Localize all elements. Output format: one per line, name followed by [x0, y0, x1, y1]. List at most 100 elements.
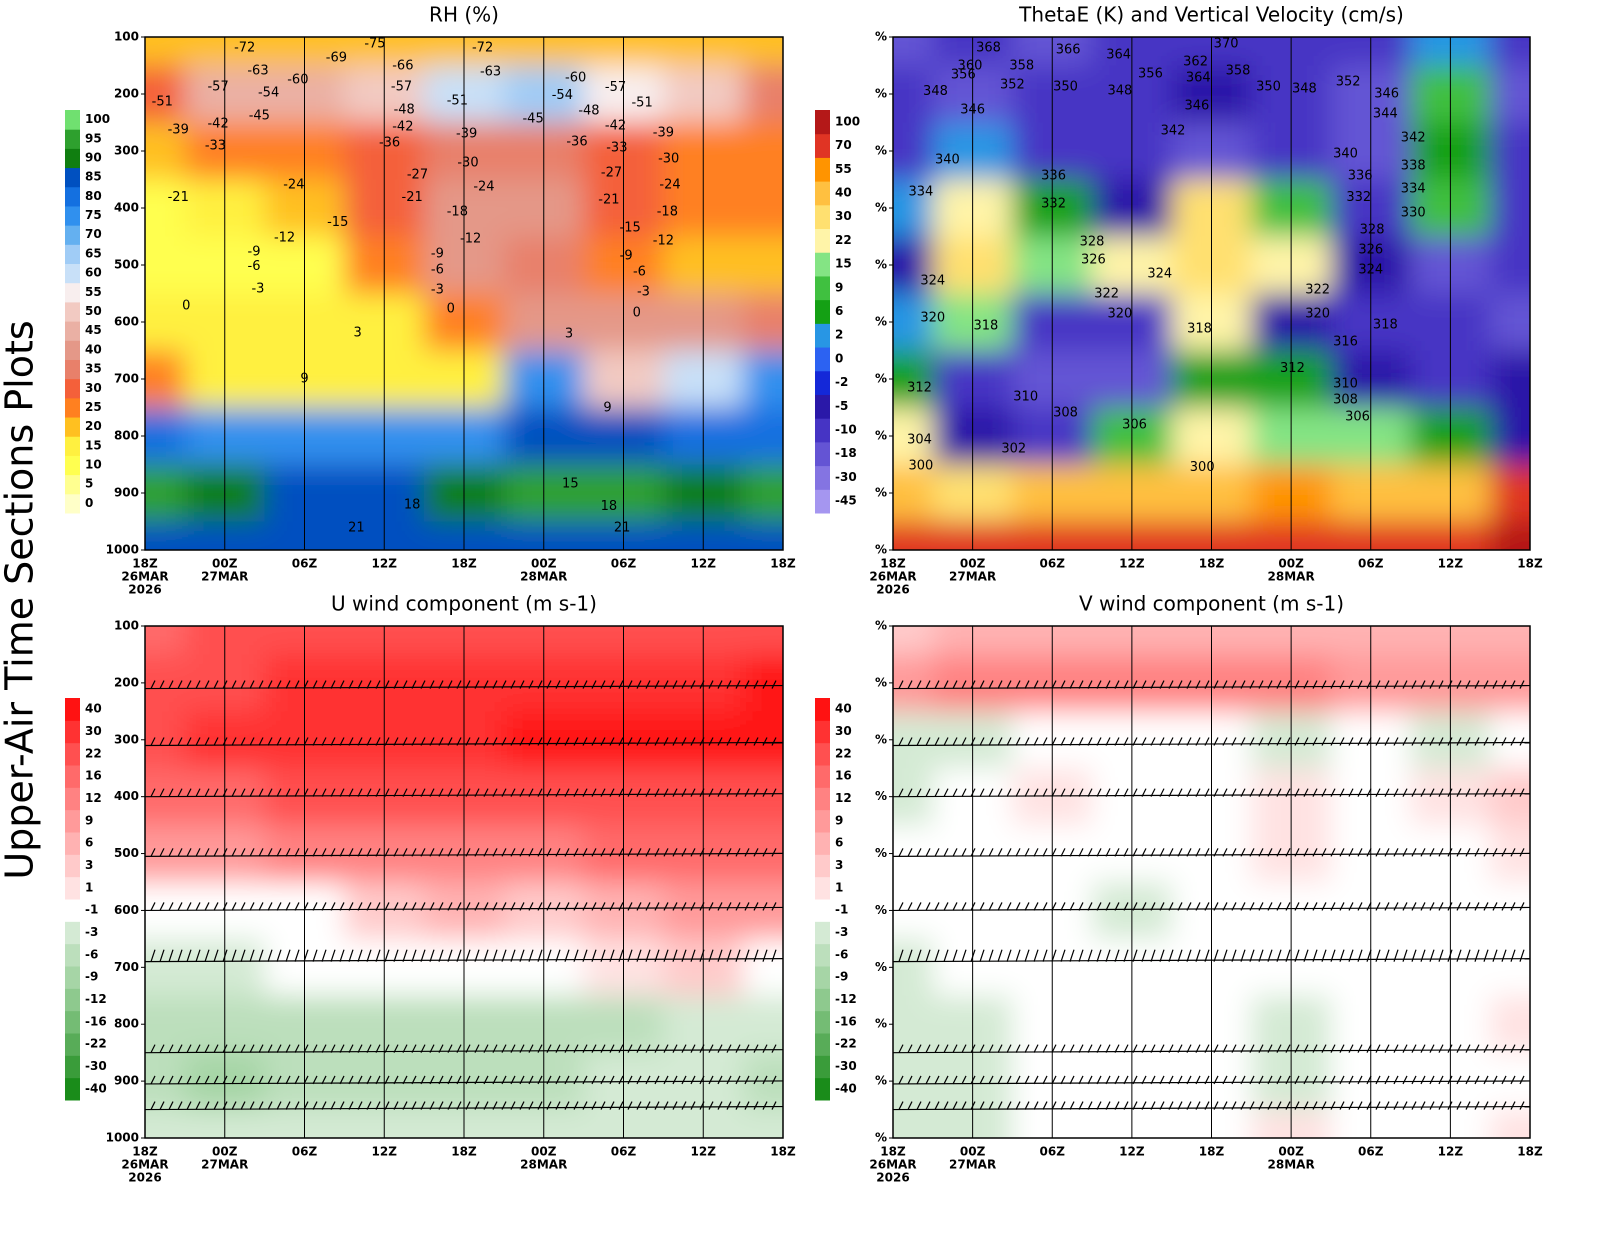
contour-label: 346 [1184, 98, 1209, 113]
field-cell [743, 626, 783, 655]
wind-barb [690, 680, 696, 689]
wind-barb [591, 737, 597, 746]
wind-barb [501, 737, 507, 746]
wind-barb [1258, 1101, 1264, 1110]
contour-label: 3 [354, 325, 362, 340]
field-cell [743, 65, 783, 123]
wind-barb [961, 1101, 967, 1110]
wind-barb [1042, 1101, 1048, 1110]
wind-barb [1015, 902, 1021, 911]
wind-barb [961, 1075, 967, 1085]
wind-barb [1465, 737, 1471, 746]
wind-barb [1510, 949, 1516, 962]
wind-barb [988, 680, 994, 689]
colorbar-label: 80 [85, 189, 102, 203]
field-cell [145, 122, 186, 180]
contour-label: -18 [657, 204, 678, 219]
x-tick-label: 12Z [372, 557, 398, 571]
x-tick-label: 06Z [292, 1145, 318, 1159]
wind-barb [1285, 737, 1291, 746]
wind-barb [925, 680, 931, 689]
wind-barb [1393, 1044, 1399, 1053]
wind-barb [249, 848, 255, 857]
wind-barb [1105, 949, 1111, 962]
date-label: 28MAR [1268, 1158, 1315, 1172]
wind-barb [1276, 1075, 1282, 1085]
wind-barb [1474, 1075, 1480, 1085]
wind-barb [537, 788, 543, 797]
colorbar-label: -6 [85, 947, 98, 961]
wind-barb [195, 848, 201, 857]
wind-barb [1240, 848, 1246, 857]
wind-barb [555, 1101, 561, 1110]
colorbar-label: 9 [85, 813, 93, 827]
wind-barb [627, 680, 633, 689]
wind-barb [285, 788, 291, 797]
wind-barb [1303, 1075, 1309, 1085]
wind-barb [979, 848, 985, 857]
wind-barb [681, 848, 687, 857]
field-cell [145, 626, 186, 655]
colorbar-label: -22 [835, 1037, 857, 1051]
wind-barb [1195, 680, 1201, 689]
wind-barb [1411, 680, 1417, 689]
wind-barb [537, 680, 543, 689]
field-cell [145, 236, 186, 294]
wind-barb [483, 848, 489, 857]
wind-barb [1456, 737, 1462, 746]
wind-barb [1393, 1075, 1399, 1085]
wind-barb [168, 680, 174, 689]
wind-barb [744, 1101, 750, 1110]
wind-barb [546, 848, 552, 857]
wind-barb [582, 949, 588, 962]
wind-barb [258, 1101, 264, 1110]
colorbar-label: 5 [85, 477, 93, 491]
wind-barb [249, 1101, 255, 1110]
colorbar-box [65, 321, 80, 341]
contour-label: 302 [1001, 442, 1026, 457]
contour-label: -33 [606, 141, 627, 156]
wind-barb [934, 902, 940, 911]
wind-barb [961, 848, 967, 857]
wind-barb [276, 848, 282, 857]
wind-barb [1348, 1075, 1354, 1085]
wind-barb [934, 737, 940, 746]
colorbar-label: -6 [835, 947, 848, 961]
wind-barb [609, 902, 615, 911]
wind-barb [285, 848, 291, 857]
field-cell [743, 293, 783, 351]
y-tick-label: 400 [114, 201, 139, 215]
wind-barb [1096, 1044, 1102, 1053]
wind-barb [582, 1075, 588, 1085]
wind-barb [1492, 1101, 1498, 1110]
wind-barb [159, 1101, 165, 1110]
contour-label: -66 [392, 59, 413, 74]
y-tick-label: 700 [114, 960, 139, 974]
contour-label: -60 [287, 72, 308, 87]
contour-label: 320 [1305, 307, 1330, 322]
wind-barb [1249, 848, 1255, 857]
colorbar-box [815, 181, 830, 206]
year-label: 2026 [876, 583, 909, 597]
wind-barb [672, 1044, 678, 1053]
colorbar-label: -3 [85, 925, 98, 939]
field-cell [1490, 464, 1530, 522]
y-tick-label: % [875, 619, 887, 633]
colorbar-box [65, 129, 80, 149]
wind-barb [1276, 680, 1282, 689]
wind-barb [1195, 1044, 1201, 1053]
wind-barb [465, 1101, 471, 1110]
field-cell [743, 350, 783, 408]
wind-barb [312, 737, 318, 746]
wind-barb [447, 788, 453, 797]
panel-title: ThetaE (K) and Vertical Velocity (cm/s) [1018, 3, 1404, 27]
wind-barb [1402, 737, 1408, 746]
x-tick-label: 12Z [691, 557, 717, 571]
contour-label: 9 [603, 401, 611, 416]
colorbar-label: 65 [85, 246, 102, 260]
y-tick-label: % [875, 675, 887, 689]
wind-barb [934, 1044, 940, 1053]
wind-barb [483, 1075, 489, 1085]
wind-barb [1078, 902, 1084, 911]
wind-barb [339, 788, 345, 797]
